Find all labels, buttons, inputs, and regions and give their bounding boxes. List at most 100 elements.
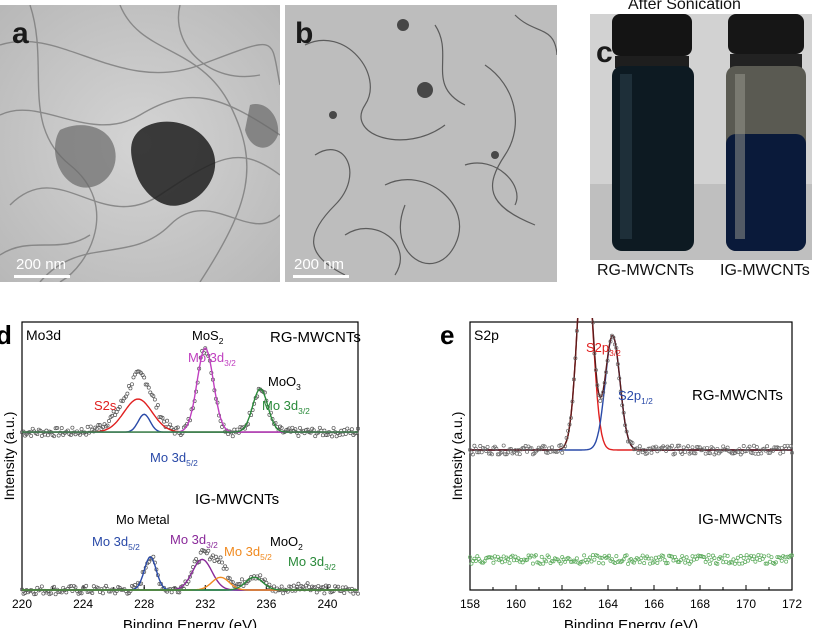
data-point — [356, 426, 360, 431]
data-point — [143, 382, 148, 387]
data-point — [741, 444, 746, 448]
data-point — [614, 345, 619, 350]
data-point — [637, 560, 642, 565]
data-point — [55, 426, 60, 430]
data-point — [125, 391, 130, 396]
data-point — [53, 426, 58, 431]
data-point — [75, 588, 79, 593]
data-point — [705, 557, 710, 562]
data-point — [151, 554, 156, 559]
data-point — [472, 443, 477, 448]
x-tick-label: 228 — [134, 597, 154, 611]
data-point — [175, 425, 180, 430]
data-point — [765, 561, 770, 566]
x-tick-label: 220 — [12, 597, 32, 611]
data-point — [293, 427, 298, 432]
data-point — [746, 558, 751, 563]
data-point — [732, 561, 737, 566]
region-label: Mo3d — [26, 327, 61, 343]
data-point — [155, 403, 160, 408]
sample-label-rg: RG-MWCNTs — [692, 387, 783, 404]
data-point — [68, 433, 73, 437]
data-point — [327, 584, 331, 589]
data-point — [646, 446, 651, 451]
data-point — [558, 561, 563, 566]
data-point — [64, 590, 69, 595]
data-point — [740, 561, 745, 566]
panel-letter-c: c — [596, 36, 613, 69]
data-point — [525, 449, 530, 454]
data-point — [550, 559, 554, 564]
data-point — [683, 449, 688, 454]
data-point — [320, 585, 325, 590]
data-point — [160, 415, 165, 420]
data-point — [541, 561, 546, 566]
data-point — [39, 584, 44, 589]
data-point — [73, 585, 78, 590]
data-point — [500, 449, 505, 454]
scalebar-label-b: 200 nm — [294, 256, 345, 273]
data-point — [349, 427, 354, 432]
data-point — [542, 444, 547, 449]
data-point — [596, 393, 601, 398]
data-point — [567, 422, 572, 427]
data-point — [725, 445, 730, 450]
data-point — [705, 445, 710, 450]
data-point — [626, 561, 631, 566]
data-point — [136, 369, 141, 374]
data-point — [555, 449, 560, 454]
data-point — [724, 559, 729, 564]
data-point — [272, 584, 276, 589]
data-point — [495, 452, 500, 457]
vials-photo: c — [590, 14, 812, 260]
data-point — [725, 553, 730, 558]
data-point — [684, 555, 689, 560]
data-point — [267, 582, 272, 587]
data-point — [281, 591, 286, 596]
data-point — [670, 443, 674, 448]
data-point — [32, 592, 37, 597]
data-point — [788, 444, 793, 449]
data-point — [664, 448, 669, 453]
data-point — [114, 409, 119, 414]
region-label: S2p — [474, 327, 499, 343]
data-point — [490, 555, 494, 560]
data-point — [696, 445, 701, 450]
data-point — [533, 553, 538, 558]
data-point — [194, 557, 199, 562]
data-point — [498, 556, 503, 561]
data-point — [227, 576, 232, 581]
data-point — [152, 397, 157, 402]
data-point — [104, 583, 108, 588]
data-point — [571, 377, 576, 382]
vial-label-left: RG-MWCNTs — [597, 262, 694, 279]
data-point — [747, 444, 752, 449]
data-point — [608, 339, 613, 344]
data-point — [319, 585, 324, 590]
data-point — [29, 433, 34, 438]
data-point — [754, 445, 759, 450]
data-point — [766, 553, 771, 558]
data-point — [566, 428, 571, 433]
data-point — [674, 446, 679, 451]
data-point — [484, 448, 489, 453]
series-line — [22, 388, 358, 433]
tem-texture-a — [0, 5, 280, 282]
data-point — [599, 395, 604, 400]
data-point — [620, 403, 625, 408]
data-point — [612, 342, 617, 347]
data-point — [751, 554, 756, 559]
data-point — [677, 443, 682, 448]
data-point — [258, 573, 263, 578]
vial-label-right: IG-MWCNTs — [720, 262, 810, 279]
data-point — [715, 561, 720, 566]
data-point — [636, 450, 641, 455]
data-point — [491, 560, 496, 565]
data-point — [706, 553, 711, 558]
data-point — [778, 451, 783, 456]
annotation-mo3d32_mos2: Mo 3d3/2 — [188, 350, 236, 368]
data-point — [779, 445, 784, 450]
data-point — [96, 422, 101, 427]
data-point — [744, 553, 749, 558]
data-point — [230, 434, 235, 439]
